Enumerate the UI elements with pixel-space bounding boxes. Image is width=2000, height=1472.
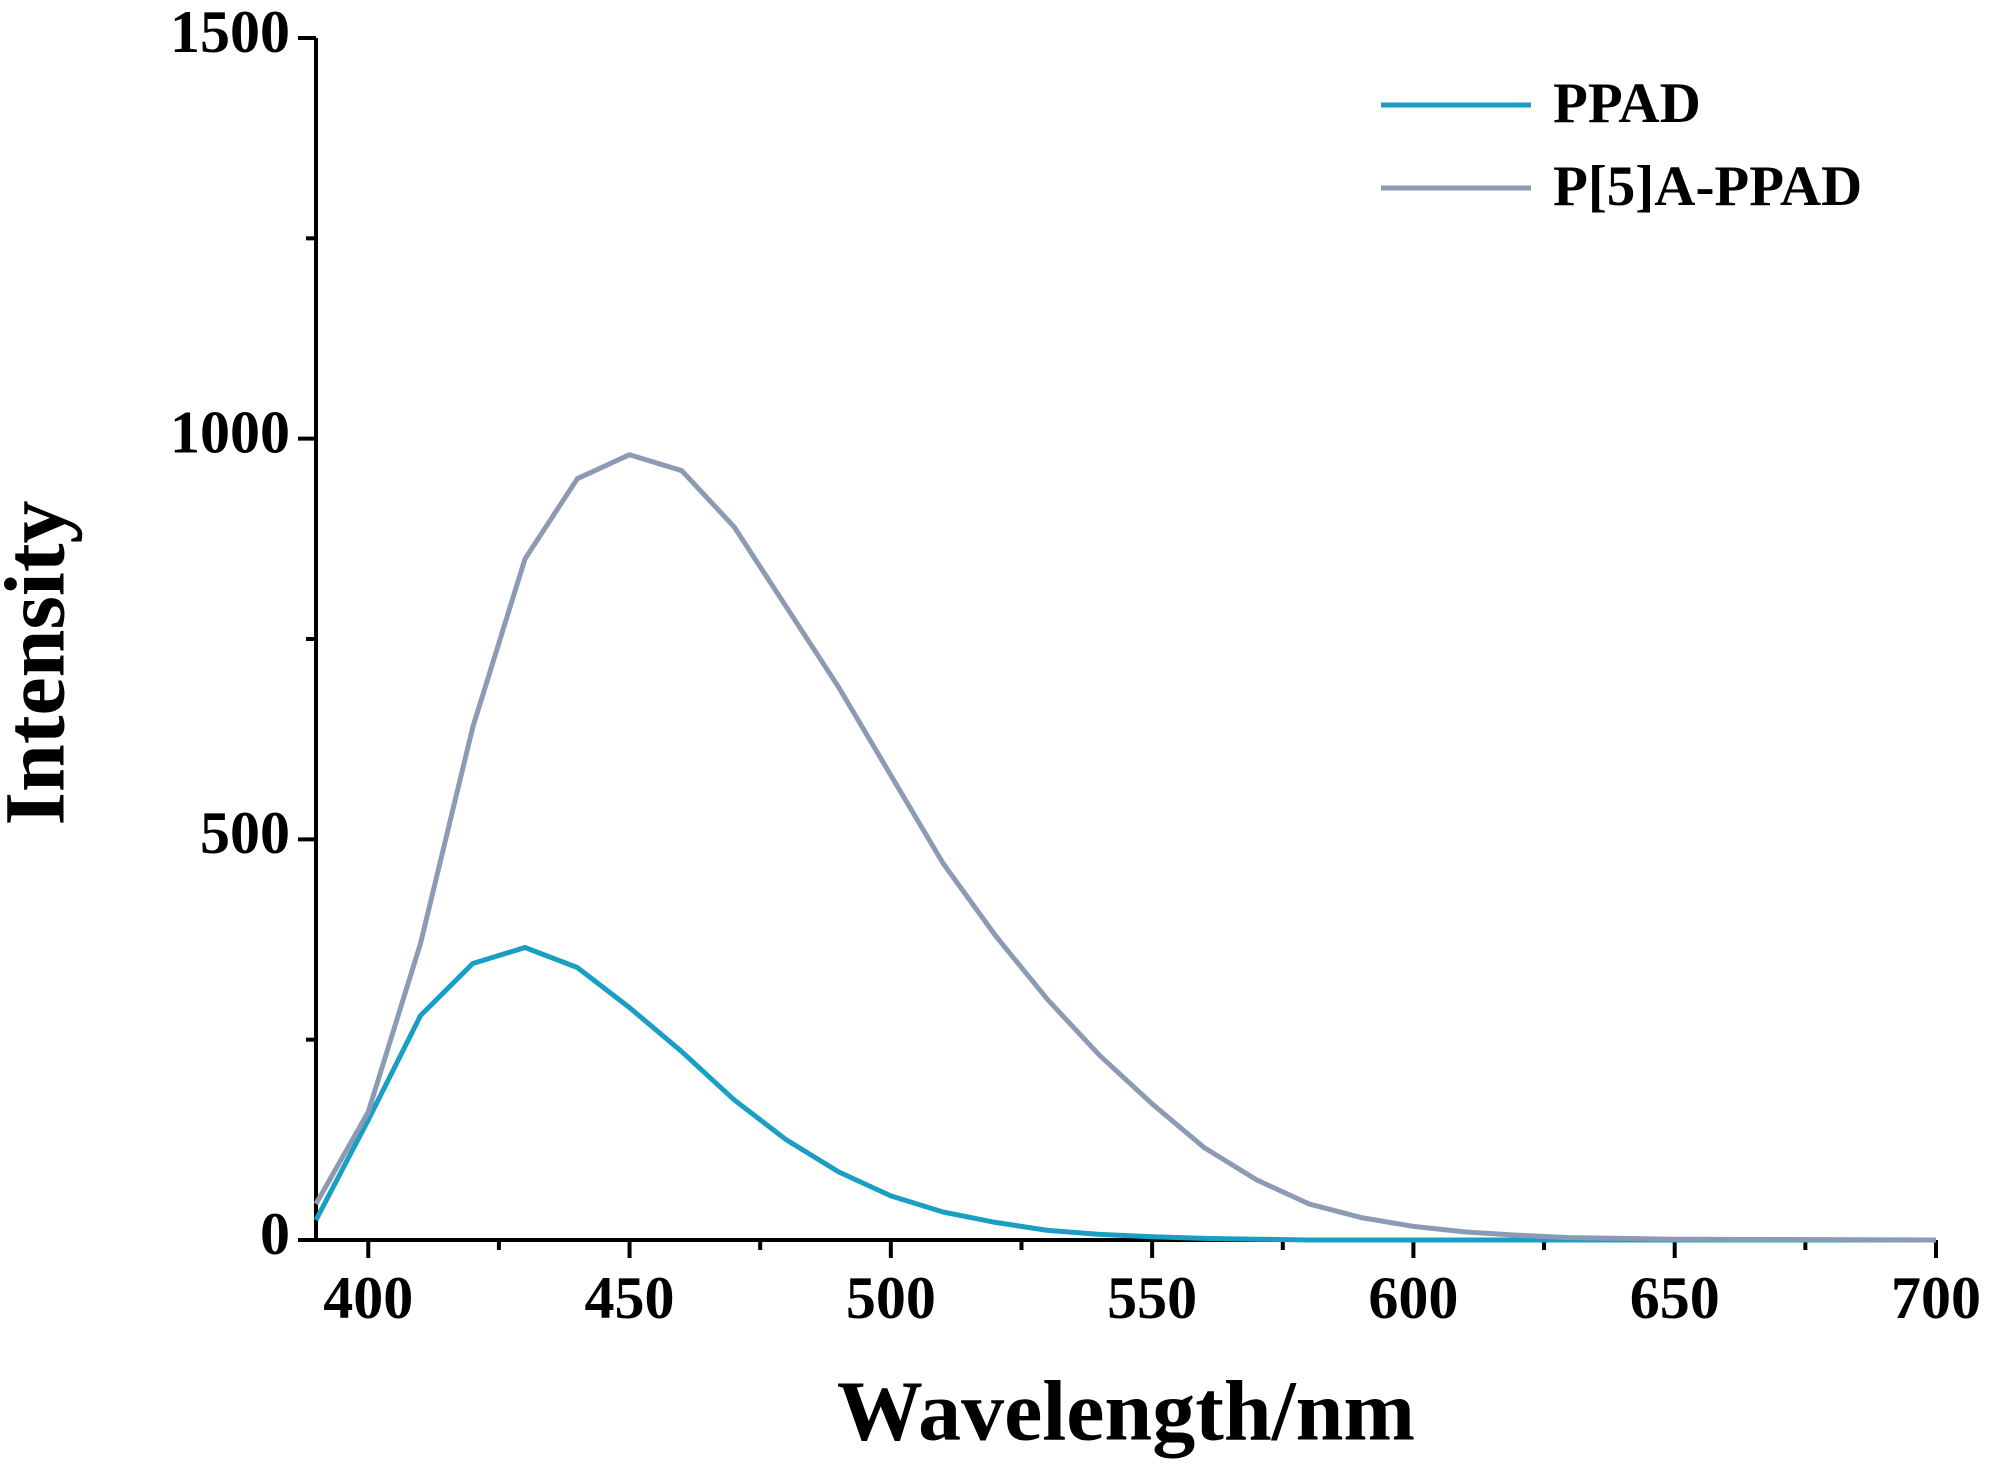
x-axis-title: Wavelength/nm — [837, 1363, 1415, 1459]
x-tick-label: 600 — [1368, 1265, 1458, 1331]
y-tick-label: 1000 — [170, 399, 290, 465]
y-tick-label: 500 — [200, 800, 290, 866]
x-tick-label: 500 — [846, 1265, 936, 1331]
y-tick-label: 0 — [260, 1201, 290, 1267]
series-line — [313, 452, 1937, 1243]
x-tick-label: 550 — [1107, 1265, 1197, 1331]
x-tick-label: 400 — [323, 1265, 413, 1331]
legend-label: P[5]A-PPAD — [1553, 155, 1862, 218]
series-line — [313, 945, 1936, 1243]
y-axis-title: Intensity — [0, 501, 83, 826]
legend-label: PPAD — [1553, 72, 1701, 135]
x-tick-label: 450 — [585, 1265, 675, 1331]
y-tick-label: 1500 — [170, 0, 290, 65]
x-tick-label: 700 — [1891, 1265, 1981, 1331]
x-tick-label: 650 — [1630, 1265, 1720, 1331]
